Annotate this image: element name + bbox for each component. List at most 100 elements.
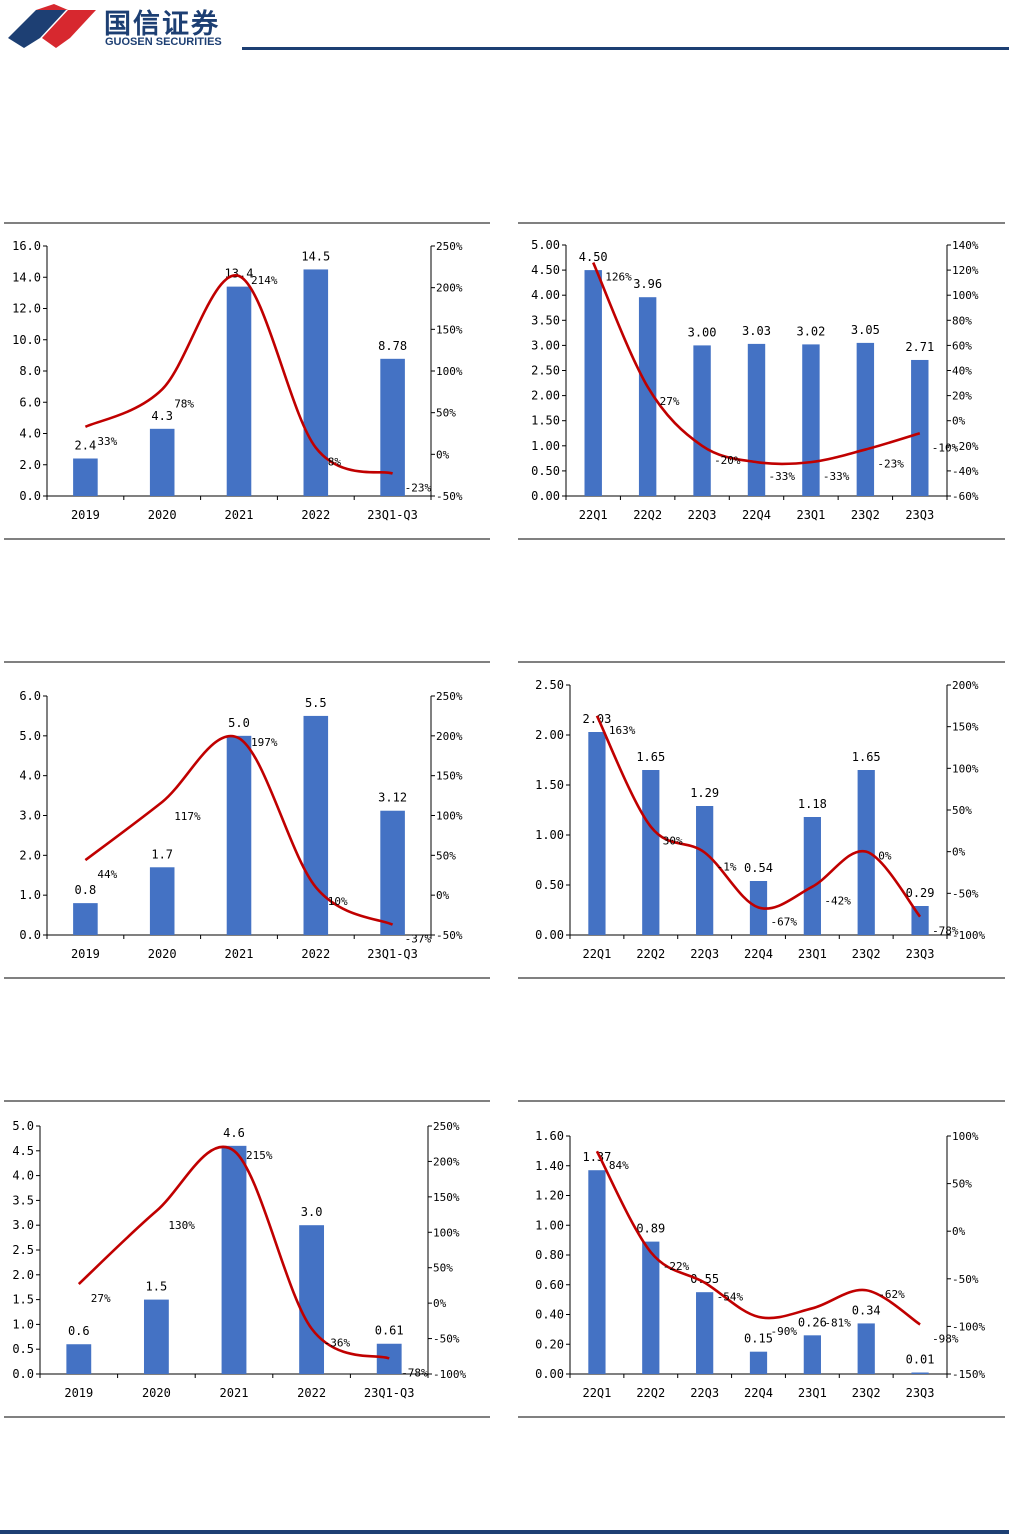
y2-tick-label: -20% [952,440,979,453]
bar-value-label: 0.54 [744,861,773,875]
y-tick-label: 3.5 [12,1193,34,1207]
y-tick-label: 1.50 [531,414,560,428]
x-tick-label: 22Q4 [742,508,771,522]
growth-label: -33% [823,470,850,483]
growth-label: -36% [324,1337,351,1350]
y2-tick-label: 20% [952,390,972,403]
y-tick-label: 0.00 [535,928,564,942]
bar [299,1225,325,1374]
y-tick-label: 2.50 [535,678,564,692]
x-tick-label: 22Q3 [690,947,719,961]
y2-tick-label: 140% [952,239,979,252]
growth-label: 8% [328,456,342,469]
y-tick-label: 4.0 [19,427,41,441]
growth-label: 0% [878,850,892,863]
growth-line [595,715,922,918]
y-tick-label: 2.0 [12,1268,34,1282]
bar-value-label: 5.5 [305,696,327,710]
x-tick-label: 23Q2 [852,1386,881,1400]
bar-value-label: 0.29 [906,886,935,900]
growth-label: 117% [174,810,201,823]
x-tick-label: 22Q3 [688,508,717,522]
growth-label: 126% [605,271,632,284]
bar [638,297,657,496]
growth-label: -10% [932,441,959,454]
y-tick-label: 5.0 [12,1119,34,1133]
bar-value-label: 4.3 [151,409,173,423]
y-tick-label: 0.0 [19,928,41,942]
bar-value-label: 0.61 [375,1324,404,1338]
x-tick-label: 22Q1 [582,947,611,961]
y-tick-label: 1.0 [19,888,41,902]
y2-tick-label: 200% [952,679,979,692]
y-tick-label: 0.50 [535,878,564,892]
y-tick-label: 0.0 [12,1367,34,1381]
y2-tick-label: 0% [952,415,966,428]
x-tick-label: 22Q2 [636,1386,665,1400]
bar-value-label: 3.02 [796,324,825,338]
y2-tick-label: -50% [952,887,979,900]
y-tick-label: 1.5 [12,1293,34,1307]
x-tick-label: 23Q2 [852,947,881,961]
y2-tick-label: 100% [436,365,463,378]
x-tick-label: 23Q1-Q3 [367,947,418,961]
y-tick-label: 0.20 [535,1337,564,1351]
x-tick-label: 22Q4 [744,1386,773,1400]
bar [588,732,606,935]
y2-tick-label: 100% [433,1226,460,1239]
y2-tick-label: 100% [952,289,979,302]
x-tick-label: 2021 [225,947,254,961]
y2-tick-label: -60% [952,490,979,503]
y2-tick-label: -150% [952,1368,985,1381]
bar [803,1335,821,1374]
bar [66,1344,92,1374]
y-tick-label: 2.5 [12,1243,34,1257]
growth-line [84,734,394,926]
y2-tick-label: 150% [433,1191,460,1204]
bar-value-label: 1.37 [582,1150,611,1164]
growth-label: -67% [771,916,798,929]
chart-4-svg: 0.00 0.50 1.00 1.50 2.00 2.50 -100% -50% 0% 50% 10… [518,661,1005,979]
x-tick-label: 22Q4 [744,947,773,961]
x-tick-label: 2021 [225,508,254,522]
brand-name-en: GUOSEN SECURITIES [105,36,222,48]
x-tick-label: 22Q1 [579,508,608,522]
y2-tick-label: 0% [952,1225,966,1238]
bar-value-label: 1.65 [852,750,881,764]
y-tick-label: 6.0 [19,689,41,703]
footer-divider [0,1530,1009,1534]
y2-tick-label: 50% [436,849,456,862]
y-tick-label: 3.50 [531,313,560,327]
growth-line [592,262,921,466]
x-tick-label: 22Q2 [636,947,665,961]
y-tick-label: 2.00 [531,389,560,403]
bar [149,867,175,935]
bar [376,1343,402,1374]
y2-tick-label: 50% [952,804,972,817]
x-tick-label: 2021 [220,1386,249,1400]
y2-tick-label: 100% [952,1130,979,1143]
y2-tick-label: 120% [952,264,979,277]
chart-3-svg: 0.0 1.0 2.0 3.0 4.0 5.0 6.0 -50% 0% 50% 100% 150% 20… [4,661,490,979]
x-tick-label: 2020 [148,508,177,522]
bar [747,343,766,496]
y-tick-label: 1.00 [535,828,564,842]
y2-tick-label: -50% [436,490,463,503]
report-header: 国信证券 GUOSEN SECURITIES [0,0,1009,60]
bar-value-label: 3.12 [378,791,407,805]
growth-label: 44% [97,868,117,881]
growth-line [595,1150,921,1326]
y2-tick-label: 50% [433,1262,453,1275]
bar [380,358,405,496]
y-tick-label: 1.40 [535,1159,564,1173]
x-tick-label: 2022 [301,508,330,522]
growth-label: 78% [174,397,194,410]
bar [588,1170,606,1374]
growth-label: 27% [660,395,680,408]
y-tick-label: 1.00 [531,439,560,453]
y-tick-label: 0.80 [535,1248,564,1262]
bar [303,269,329,496]
bar-value-label: 3.05 [851,323,880,337]
y-tick-label: 0.50 [531,464,560,478]
growth-line [77,1145,390,1360]
